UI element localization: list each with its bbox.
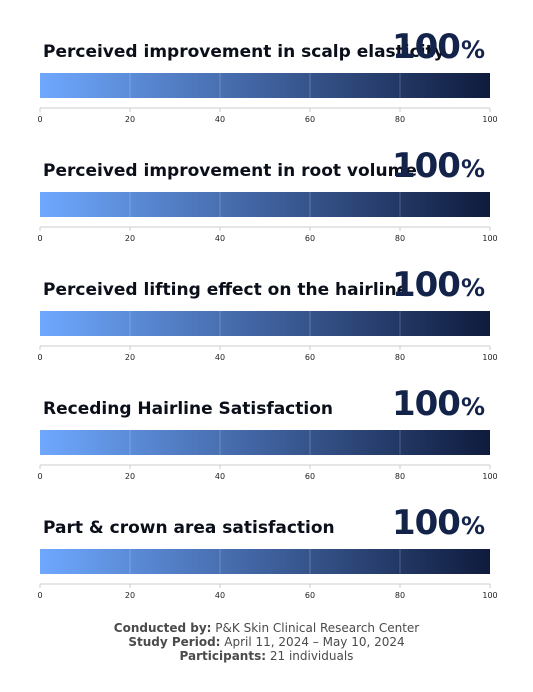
study-period-line: Study Period: April 11, 2024 – May 10, 2… — [0, 635, 533, 649]
value-label: 100% — [392, 149, 485, 183]
x-tick-label: 100 — [482, 234, 497, 243]
participants-label: Participants: — [179, 649, 267, 663]
chart-title: Perceived improvement in scalp elasticit… — [43, 42, 445, 62]
x-tick-label: 80 — [395, 234, 405, 243]
x-tick-label: 20 — [125, 353, 135, 362]
x-tick-label: 0 — [37, 472, 42, 481]
value-unit: % — [460, 393, 485, 421]
x-tick-label: 20 — [125, 234, 135, 243]
bar — [40, 430, 490, 455]
value-unit: % — [460, 36, 485, 64]
bar-chart: 0 20 40 60 80 100 — [37, 549, 498, 600]
value-unit: % — [460, 512, 485, 540]
x-tick-label: 20 — [125, 115, 135, 124]
bar-chart: 0 20 40 60 80 100 — [37, 430, 498, 481]
metric-chart-2: Perceived improvement in root volume 100%… — [0, 149, 533, 267]
conducted-by-line: Conducted by: P&K Skin Clinical Research… — [0, 621, 533, 635]
bar-chart: 0 20 40 60 80 100 — [37, 192, 498, 243]
value-number: 100 — [391, 146, 461, 186]
value-label: 100% — [392, 30, 485, 64]
x-tick-label: 0 — [37, 591, 42, 600]
x-tick-label: 20 — [125, 472, 135, 481]
bar — [40, 192, 490, 217]
x-tick-label: 40 — [215, 234, 225, 243]
x-tick-label: 80 — [395, 353, 405, 362]
x-tick-label: 0 — [37, 115, 42, 124]
x-tick-label: 80 — [395, 472, 405, 481]
bar — [40, 311, 490, 336]
value-number: 100 — [391, 27, 461, 67]
study-info: Conducted by: P&K Skin Clinical Research… — [0, 621, 533, 663]
value-unit: % — [460, 155, 485, 183]
x-tick-label: 100 — [482, 353, 497, 362]
conducted-by-value: P&K Skin Clinical Research Center — [215, 621, 420, 635]
x-tick-label: 100 — [482, 472, 497, 481]
value-label: 100% — [392, 387, 485, 421]
study-period-label: Study Period: — [128, 635, 221, 649]
bar — [40, 549, 490, 574]
value-number: 100 — [391, 265, 461, 305]
value-unit: % — [460, 274, 485, 302]
metric-chart-3: Perceived lifting effect on the hairline… — [0, 268, 533, 386]
metric-chart-5: Part & crown area satisfaction 100% 0 20 40 6… — [0, 506, 533, 624]
x-tick-label: 0 — [37, 234, 42, 243]
chart-title: Part & crown area satisfaction — [43, 518, 335, 538]
x-tick-label: 40 — [215, 472, 225, 481]
x-tick-label: 0 — [37, 353, 42, 362]
x-tick-label: 100 — [482, 115, 497, 124]
x-tick-label: 20 — [125, 591, 135, 600]
x-tick-label: 60 — [305, 115, 315, 124]
metric-chart-1: Perceived improvement in scalp elasticit… — [0, 30, 533, 148]
x-tick-label: 40 — [215, 591, 225, 600]
value-label: 100% — [392, 268, 485, 302]
value-label: 100% — [392, 506, 485, 540]
metric-chart-4: Receding Hairline Satisfaction 100% 0 20 40 6… — [0, 387, 533, 505]
value-number: 100 — [391, 503, 461, 543]
conducted-by-label: Conducted by: — [113, 621, 212, 635]
value-number: 100 — [391, 384, 461, 424]
chart-title: Receding Hairline Satisfaction — [43, 399, 333, 419]
bar-chart: 0 20 40 60 80 100 — [37, 311, 498, 362]
x-tick-label: 100 — [482, 591, 497, 600]
participants-value: 21 individuals — [269, 649, 354, 663]
bar — [40, 73, 490, 98]
x-tick-label: 60 — [305, 234, 315, 243]
x-tick-label: 60 — [305, 591, 315, 600]
x-tick-label: 80 — [395, 591, 405, 600]
bar-chart: 0 20 40 60 80 100 — [37, 73, 498, 124]
x-tick-label: 40 — [215, 353, 225, 362]
study-period-value: April 11, 2024 – May 10, 2024 — [224, 635, 405, 649]
x-tick-label: 60 — [305, 472, 315, 481]
chart-title: Perceived improvement in root volume — [43, 161, 417, 181]
x-tick-label: 60 — [305, 353, 315, 362]
x-tick-label: 80 — [395, 115, 405, 124]
chart-title: Perceived lifting effect on the hairline — [43, 280, 409, 300]
x-tick-label: 40 — [215, 115, 225, 124]
participants-line: Participants: 21 individuals — [0, 649, 533, 663]
